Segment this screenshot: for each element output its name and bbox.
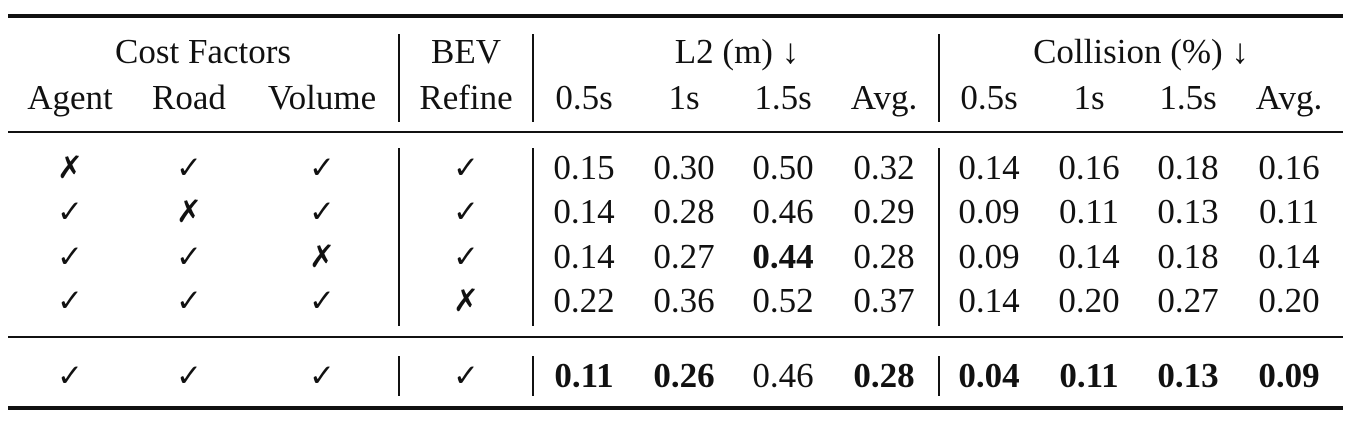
check-icon: ✓ bbox=[176, 283, 202, 319]
l2-value: 0.50 bbox=[752, 148, 814, 187]
l2-value: 0.22 bbox=[553, 281, 615, 320]
cross-icon: ✗ bbox=[176, 194, 202, 230]
collision-value: 0.13 bbox=[1157, 192, 1219, 231]
check-icon: ✓ bbox=[57, 283, 83, 319]
subheader-l2-0-5s: 0.5s bbox=[555, 78, 613, 117]
subheader-l2-1s: 1s bbox=[668, 78, 700, 117]
header-l2: L2 (m) ↓ bbox=[674, 32, 800, 71]
collision-value: 0.20 bbox=[1258, 281, 1320, 320]
subheader-col-avg: Avg. bbox=[1255, 78, 1323, 117]
l2-value: 0.28 bbox=[853, 237, 915, 276]
header-bev: BEV bbox=[431, 32, 501, 71]
collision-value: 0.20 bbox=[1058, 281, 1120, 320]
l2-value-best: 0.11 bbox=[554, 356, 614, 395]
l2-value: 0.29 bbox=[853, 192, 915, 231]
separator-l2-collision bbox=[938, 34, 940, 122]
check-icon: ✓ bbox=[453, 358, 479, 394]
subheader-volume: Volume bbox=[267, 78, 377, 117]
l2-value: 0.46 bbox=[752, 356, 814, 395]
collision-value: 0.11 bbox=[1059, 192, 1119, 231]
l2-value: 0.15 bbox=[553, 148, 615, 187]
subheader-col-1-5s: 1.5s bbox=[1159, 78, 1217, 117]
header-collision: Collision (%) ↓ bbox=[1033, 32, 1249, 71]
collision-value: 0.09 bbox=[958, 237, 1020, 276]
collision-value: 0.11 bbox=[1259, 192, 1319, 231]
separator-l2-collision-body bbox=[938, 148, 940, 326]
subheader-refine: Refine bbox=[419, 78, 513, 117]
l2-value: 0.52 bbox=[752, 281, 814, 320]
collision-value-best: 0.04 bbox=[958, 356, 1020, 395]
separator-l2-collision-final bbox=[938, 356, 940, 396]
subheader-l2-1-5s: 1.5s bbox=[754, 78, 812, 117]
separator-cost-bev bbox=[398, 34, 400, 122]
check-icon: ✓ bbox=[176, 239, 202, 275]
collision-value-best: 0.09 bbox=[1258, 356, 1320, 395]
subheader-l2-avg: Avg. bbox=[850, 78, 918, 117]
l2-value: 0.28 bbox=[653, 192, 715, 231]
check-icon: ✓ bbox=[57, 358, 83, 394]
top-rule bbox=[8, 14, 1343, 18]
collision-value-best: 0.11 bbox=[1059, 356, 1119, 395]
l2-value: 0.14 bbox=[553, 192, 615, 231]
separator-bev-l2-body bbox=[532, 148, 534, 326]
collision-value: 0.14 bbox=[1258, 237, 1320, 276]
l2-value: 0.32 bbox=[853, 148, 915, 187]
check-icon: ✓ bbox=[176, 150, 202, 186]
subheader-col-0-5s: 0.5s bbox=[960, 78, 1018, 117]
subheader-col-1s: 1s bbox=[1073, 78, 1105, 117]
separator-bev-l2 bbox=[532, 34, 534, 122]
l2-value-best: 0.44 bbox=[752, 237, 814, 276]
collision-value: 0.14 bbox=[958, 148, 1020, 187]
separator-cost-bev-final bbox=[398, 356, 400, 396]
check-icon: ✓ bbox=[176, 358, 202, 394]
l2-value: 0.37 bbox=[853, 281, 915, 320]
collision-value: 0.14 bbox=[1058, 237, 1120, 276]
l2-value: 0.27 bbox=[653, 237, 715, 276]
bottom-rule bbox=[8, 406, 1343, 410]
header-rule bbox=[8, 131, 1343, 133]
separator-cost-bev-body bbox=[398, 148, 400, 326]
check-icon: ✓ bbox=[309, 283, 335, 319]
l2-value-best: 0.28 bbox=[853, 356, 915, 395]
collision-value: 0.18 bbox=[1157, 148, 1219, 187]
cross-icon: ✗ bbox=[309, 239, 335, 275]
subheader-agent: Agent bbox=[27, 78, 113, 117]
cross-icon: ✗ bbox=[57, 150, 83, 186]
header-cost-factors: Cost Factors bbox=[115, 32, 291, 71]
l2-value-best: 0.26 bbox=[653, 356, 715, 395]
check-icon: ✓ bbox=[453, 239, 479, 275]
l2-value: 0.30 bbox=[653, 148, 715, 187]
collision-value-best: 0.13 bbox=[1157, 356, 1219, 395]
collision-value: 0.14 bbox=[958, 281, 1020, 320]
collision-value: 0.09 bbox=[958, 192, 1020, 231]
check-icon: ✓ bbox=[309, 358, 335, 394]
subheader-road: Road bbox=[152, 78, 226, 117]
collision-value: 0.16 bbox=[1258, 148, 1320, 187]
check-icon: ✓ bbox=[57, 239, 83, 275]
cross-icon: ✗ bbox=[453, 283, 479, 319]
l2-value: 0.36 bbox=[653, 281, 715, 320]
check-icon: ✓ bbox=[309, 194, 335, 230]
check-icon: ✓ bbox=[309, 150, 335, 186]
l2-value: 0.46 bbox=[752, 192, 814, 231]
collision-value: 0.27 bbox=[1157, 281, 1219, 320]
collision-value: 0.18 bbox=[1157, 237, 1219, 276]
separator-bev-l2-final bbox=[532, 356, 534, 396]
summary-rule bbox=[8, 336, 1343, 338]
check-icon: ✓ bbox=[453, 194, 479, 230]
l2-value: 0.14 bbox=[553, 237, 615, 276]
collision-value: 0.16 bbox=[1058, 148, 1120, 187]
check-icon: ✓ bbox=[453, 150, 479, 186]
check-icon: ✓ bbox=[57, 194, 83, 230]
